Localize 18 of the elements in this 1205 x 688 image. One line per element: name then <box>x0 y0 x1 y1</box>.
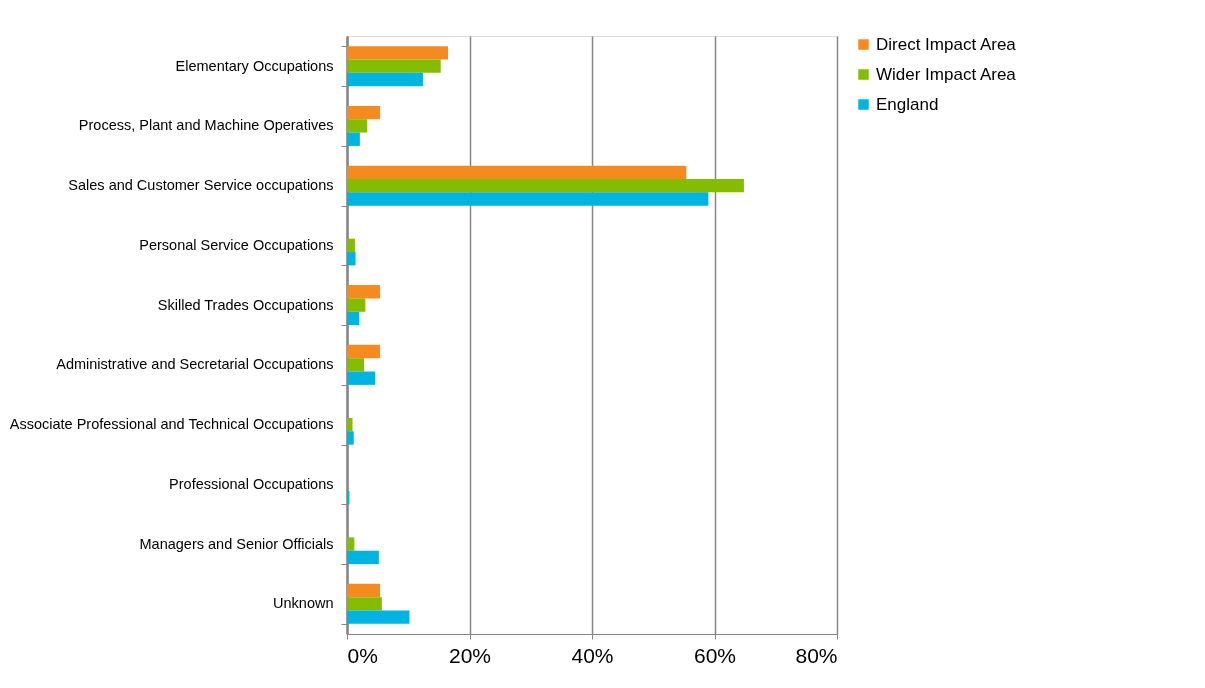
legend-label: Wider Impact Area <box>876 64 1017 84</box>
x-tick-label: 40% <box>571 643 614 667</box>
x-tick-label: 80% <box>795 643 838 667</box>
x-tick-label: 60% <box>693 643 737 667</box>
legend-label: England <box>876 94 939 114</box>
y-tick-label: Skilled Trades Occupations <box>157 296 334 313</box>
y-tick-label: Professional Occupations <box>169 475 334 492</box>
x-tick-label: 20% <box>448 643 492 667</box>
y-tick-label: Personal Service Occupations <box>139 236 334 253</box>
y-tick-label: Unknown <box>273 595 334 612</box>
y-tick-label: Associate Professional and Technical Occupations <box>9 416 334 433</box>
y-tick-label: Administrative and Secretarial Occupations <box>56 356 334 373</box>
y-tick-label: Elementary Occupations <box>175 57 334 74</box>
y-tick-label: Managers and Senior Officials <box>139 535 334 552</box>
legend-label: Direct Impact Area <box>876 34 1017 54</box>
y-tick-label: Sales and Customer Service occupations <box>68 177 334 194</box>
x-tick-label: 0% <box>347 643 378 667</box>
y-tick-label: Process, Plant and Machine Operatives <box>78 117 334 134</box>
